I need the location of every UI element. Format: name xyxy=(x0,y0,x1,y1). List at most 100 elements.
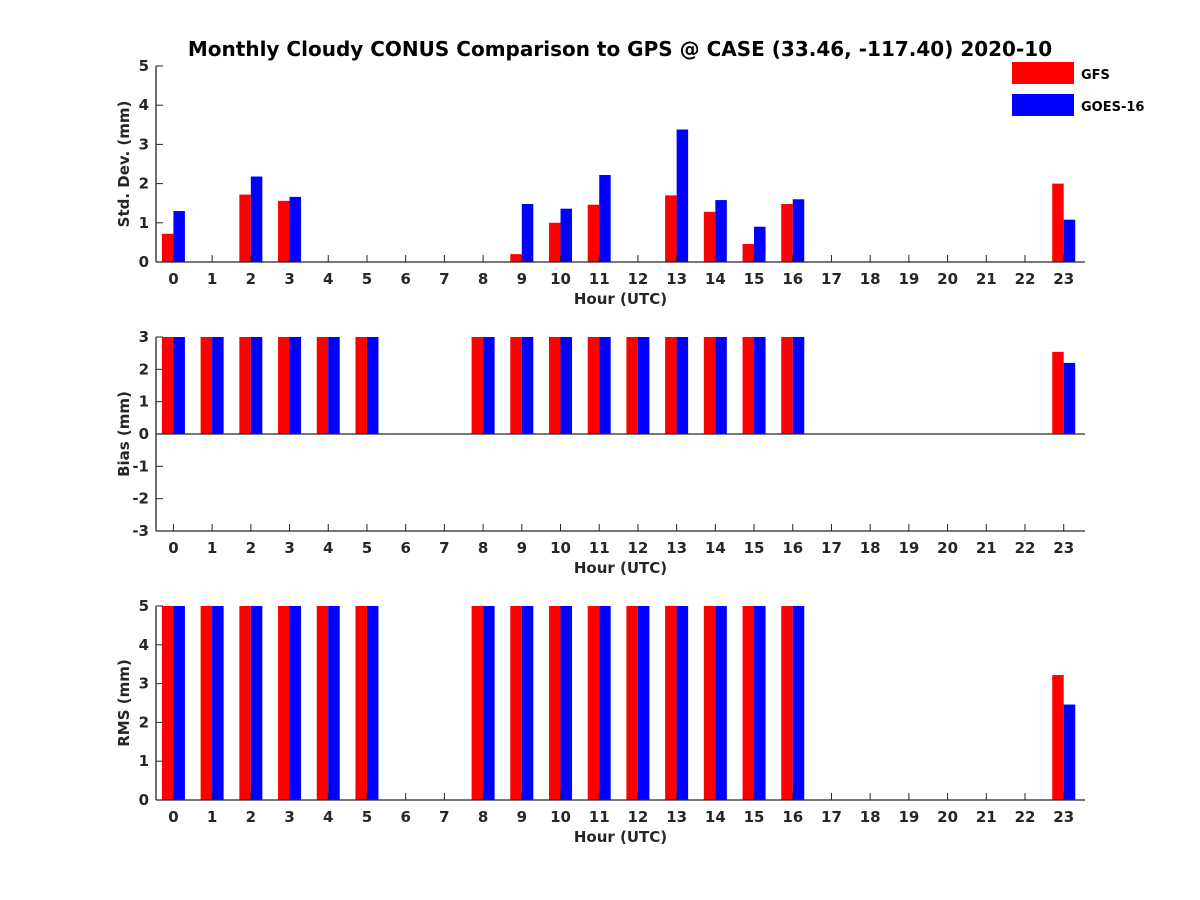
x-tick-label: 15 xyxy=(744,539,765,557)
bar-gfs-hour-1 xyxy=(200,606,213,800)
x-tick-label: 23 xyxy=(1053,270,1074,288)
bar-gfs-hour-0 xyxy=(161,606,174,800)
y-tick-label: 0 xyxy=(139,791,149,809)
x-tick-label: 3 xyxy=(284,270,294,288)
bar-goes16-hour-23 xyxy=(1063,219,1076,262)
bar-goes16-hour-3 xyxy=(289,606,302,800)
x-tick-label: 7 xyxy=(439,808,449,826)
x-tick-label: 14 xyxy=(705,808,726,826)
x-tick-label: 10 xyxy=(550,270,571,288)
x-tick-label: 12 xyxy=(627,270,648,288)
x-tick-label: 4 xyxy=(323,808,333,826)
legend-label-goes16: GOES-16 xyxy=(1081,100,1144,115)
x-tick-label: 5 xyxy=(362,539,372,557)
x-tick-label: 2 xyxy=(246,539,256,557)
y-tick-label: 1 xyxy=(139,752,149,770)
y-tick-label: 3 xyxy=(139,675,149,693)
x-tick-label: 11 xyxy=(589,539,610,557)
bar-gfs-hour-13 xyxy=(665,337,677,434)
x-tick-label: 8 xyxy=(478,808,488,826)
x-tick-label: 16 xyxy=(782,270,803,288)
y-tick-label: 2 xyxy=(139,175,149,193)
bar-goes16-hour-13 xyxy=(676,337,689,434)
bar-goes16-hour-13 xyxy=(676,129,689,262)
bar-gfs-hour-9 xyxy=(510,606,522,800)
bar-gfs-hour-15 xyxy=(742,606,755,800)
bar-goes16-hour-15 xyxy=(754,606,766,800)
bar-goes16-hour-5 xyxy=(366,606,379,800)
x-tick-label: 9 xyxy=(517,808,527,826)
legend-label-gfs: GFS xyxy=(1081,68,1110,83)
bar-gfs-hour-3 xyxy=(278,200,290,262)
x-tick-label: 17 xyxy=(821,539,842,557)
bar-goes16-hour-14 xyxy=(715,200,727,262)
bar-goes16-hour-4 xyxy=(328,337,340,434)
y-tick-label: 1 xyxy=(139,393,149,411)
x-tick-label: 16 xyxy=(782,539,803,557)
x-tick-label: 15 xyxy=(744,808,765,826)
bar-goes16-hour-15 xyxy=(754,226,766,262)
bar-goes16-hour-23 xyxy=(1063,362,1076,434)
bar-gfs-hour-8 xyxy=(471,606,484,800)
bar-gfs-hour-9 xyxy=(510,254,522,262)
bar-goes16-hour-3 xyxy=(289,196,302,262)
legend-swatch-goes16 xyxy=(1012,94,1074,116)
x-tick-label: 0 xyxy=(168,270,178,288)
bar-gfs-hour-0 xyxy=(161,233,174,262)
bar-gfs-hour-14 xyxy=(703,211,716,262)
bar-goes16-hour-9 xyxy=(521,337,534,434)
x-tick-label: 18 xyxy=(860,539,881,557)
legend: GFS GOES-16 xyxy=(1012,62,1144,116)
x-tick-label: 23 xyxy=(1053,539,1074,557)
bar-goes16-hour-15 xyxy=(754,337,766,434)
bar-goes16-hour-13 xyxy=(676,606,689,800)
bar-gfs-hour-11 xyxy=(587,337,600,434)
y-tick-label: -1 xyxy=(132,457,149,475)
x-tick-label: 8 xyxy=(478,270,488,288)
x-tick-label: 13 xyxy=(666,539,687,557)
y-tick-label: 5 xyxy=(139,597,149,615)
bar-gfs-hour-8 xyxy=(471,337,484,434)
x-tick-label: 5 xyxy=(362,270,372,288)
bar-gfs-hour-4 xyxy=(316,606,329,800)
bar-gfs-hour-15 xyxy=(742,337,755,434)
bar-goes16-hour-16 xyxy=(792,199,805,262)
x-tick-label: 21 xyxy=(976,808,997,826)
bar-goes16-hour-12 xyxy=(637,606,650,800)
bar-gfs-hour-13 xyxy=(665,195,677,262)
x-tick-label: 3 xyxy=(284,808,294,826)
bar-goes16-hour-1 xyxy=(212,606,224,800)
x-tick-label: 19 xyxy=(898,539,919,557)
x-tick-label: 15 xyxy=(744,270,765,288)
bar-goes16-hour-0 xyxy=(173,337,185,434)
bar-goes16-hour-10 xyxy=(560,337,572,434)
bar-goes16-hour-11 xyxy=(599,337,611,434)
x-tick-label: 9 xyxy=(517,270,527,288)
bar-gfs-hour-23 xyxy=(1052,351,1064,434)
bar-gfs-hour-12 xyxy=(626,606,638,800)
bar-gfs-hour-16 xyxy=(781,337,793,434)
bar-gfs-hour-11 xyxy=(587,204,600,262)
x-tick-label: 4 xyxy=(323,539,333,557)
bar-goes16-hour-3 xyxy=(289,337,302,434)
bar-gfs-hour-3 xyxy=(278,337,290,434)
x-tick-label: 19 xyxy=(898,808,919,826)
bar-goes16-hour-14 xyxy=(715,606,727,800)
x-tick-label: 0 xyxy=(168,808,178,826)
y-tick-label: 1 xyxy=(139,214,149,232)
bar-goes16-hour-8 xyxy=(483,337,495,434)
x-tick-label: 14 xyxy=(705,270,726,288)
bar-goes16-hour-1 xyxy=(212,337,224,434)
x-tick-label: 22 xyxy=(1015,808,1036,826)
bar-gfs-hour-13 xyxy=(665,606,677,800)
bar-goes16-hour-9 xyxy=(521,606,534,800)
y-tick-label: 0 xyxy=(139,253,149,271)
x-tick-label: 20 xyxy=(937,270,958,288)
x-tick-label: 2 xyxy=(246,808,256,826)
x-tick-label: 4 xyxy=(323,270,333,288)
x-tick-label: 1 xyxy=(207,539,217,557)
bar-goes16-hour-4 xyxy=(328,606,340,800)
y-tick-label: 4 xyxy=(139,96,149,114)
